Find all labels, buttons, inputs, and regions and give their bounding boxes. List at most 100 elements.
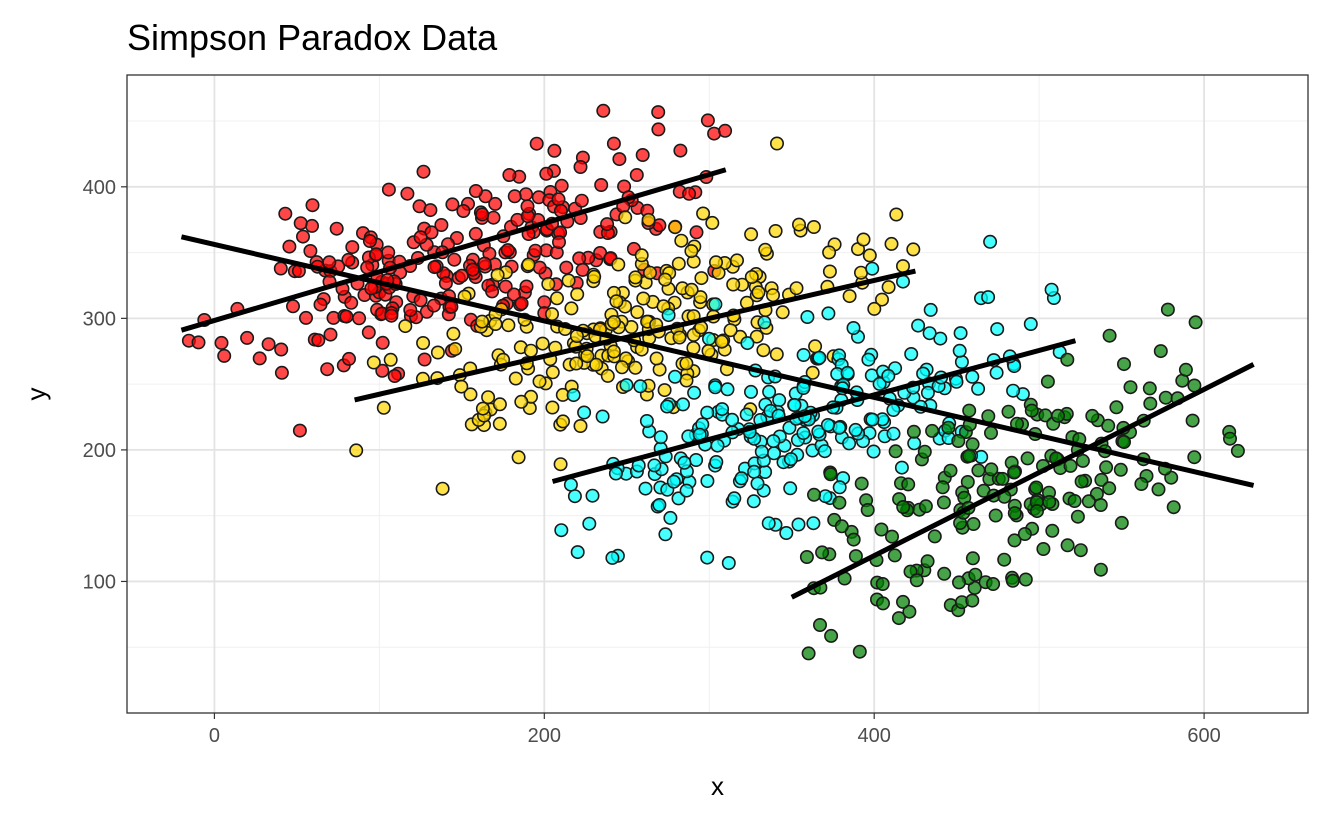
data-point — [488, 196, 503, 211]
data-point — [884, 236, 899, 251]
data-point — [684, 244, 699, 259]
y-tick-label: 200 — [83, 440, 116, 462]
data-point — [822, 264, 837, 279]
data-point — [1094, 472, 1109, 487]
data-point — [572, 251, 587, 266]
data-point — [375, 335, 390, 350]
data-point — [700, 550, 715, 565]
data-point — [594, 178, 609, 193]
data-point — [700, 473, 715, 488]
data-point — [801, 646, 816, 661]
data-point — [403, 302, 418, 317]
data-point — [535, 336, 550, 351]
data-point — [313, 297, 328, 312]
data-point — [749, 329, 764, 344]
data-point — [856, 232, 871, 247]
data-point — [811, 424, 826, 439]
data-point — [687, 385, 702, 400]
data-point — [1102, 481, 1117, 496]
data-point — [721, 555, 736, 570]
data-point — [486, 210, 501, 225]
data-point — [943, 463, 958, 478]
data-point — [285, 299, 300, 314]
data-point — [1074, 474, 1089, 489]
data-point — [894, 460, 909, 475]
data-point — [217, 348, 232, 363]
data-point — [292, 423, 307, 438]
data-point — [886, 402, 901, 417]
data-point — [323, 327, 338, 342]
data-point — [812, 617, 827, 632]
data-point — [274, 365, 289, 380]
data-point — [1018, 572, 1033, 587]
data-point — [906, 424, 921, 439]
data-point — [551, 235, 566, 250]
data-point — [539, 166, 554, 181]
data-point — [329, 221, 344, 236]
data-point — [573, 160, 588, 175]
data-point — [1060, 352, 1075, 367]
x-tick-label: 600 — [1187, 725, 1220, 747]
data-point — [744, 227, 759, 242]
data-point — [821, 306, 836, 321]
fit-line-series-1 — [354, 268, 916, 403]
data-point — [714, 334, 729, 349]
data-point — [532, 374, 547, 389]
data-point — [965, 593, 980, 608]
data-point — [652, 497, 667, 512]
data-point — [545, 400, 560, 415]
data-point — [381, 182, 396, 197]
data-point — [805, 365, 820, 380]
data-point — [490, 267, 505, 282]
data-point — [426, 298, 441, 313]
data-point — [988, 508, 1003, 523]
data-point — [1073, 543, 1088, 558]
data-point — [273, 261, 288, 276]
x-axis-title: x — [711, 771, 724, 801]
data-point — [1085, 408, 1100, 423]
data-point — [633, 379, 648, 394]
data-point — [689, 452, 704, 467]
data-point — [757, 315, 772, 330]
data-point — [446, 326, 461, 341]
data-point — [341, 252, 356, 267]
data-point — [743, 384, 758, 399]
data-point — [723, 323, 738, 338]
data-point — [775, 305, 790, 320]
data-point — [320, 362, 335, 377]
data-point — [611, 257, 626, 272]
data-point — [570, 545, 585, 560]
data-point — [806, 487, 821, 502]
data-point — [1114, 515, 1129, 530]
data-point — [981, 290, 996, 305]
data-point — [311, 333, 326, 348]
data-point — [427, 260, 442, 275]
data-point — [553, 457, 568, 472]
data-point — [673, 143, 688, 158]
data-point — [874, 292, 889, 307]
data-point — [872, 376, 887, 391]
data-point — [475, 314, 490, 329]
data-point — [502, 168, 517, 183]
data-point — [1166, 500, 1181, 515]
data-point — [456, 204, 471, 219]
data-point — [447, 252, 462, 267]
data-point — [756, 343, 771, 358]
data-point — [570, 287, 585, 302]
data-point — [1178, 362, 1193, 377]
data-point — [995, 471, 1010, 486]
data-point — [822, 245, 837, 260]
data-point — [585, 488, 600, 503]
data-point — [787, 397, 802, 412]
data-point — [762, 384, 777, 399]
data-point — [965, 369, 980, 384]
data-point — [986, 576, 1001, 591]
data-point — [612, 152, 627, 167]
data-point — [477, 256, 492, 271]
data-point — [949, 374, 964, 389]
data-point — [651, 122, 666, 137]
data-point — [1063, 458, 1078, 473]
data-point — [744, 269, 759, 284]
data-point — [799, 549, 814, 564]
